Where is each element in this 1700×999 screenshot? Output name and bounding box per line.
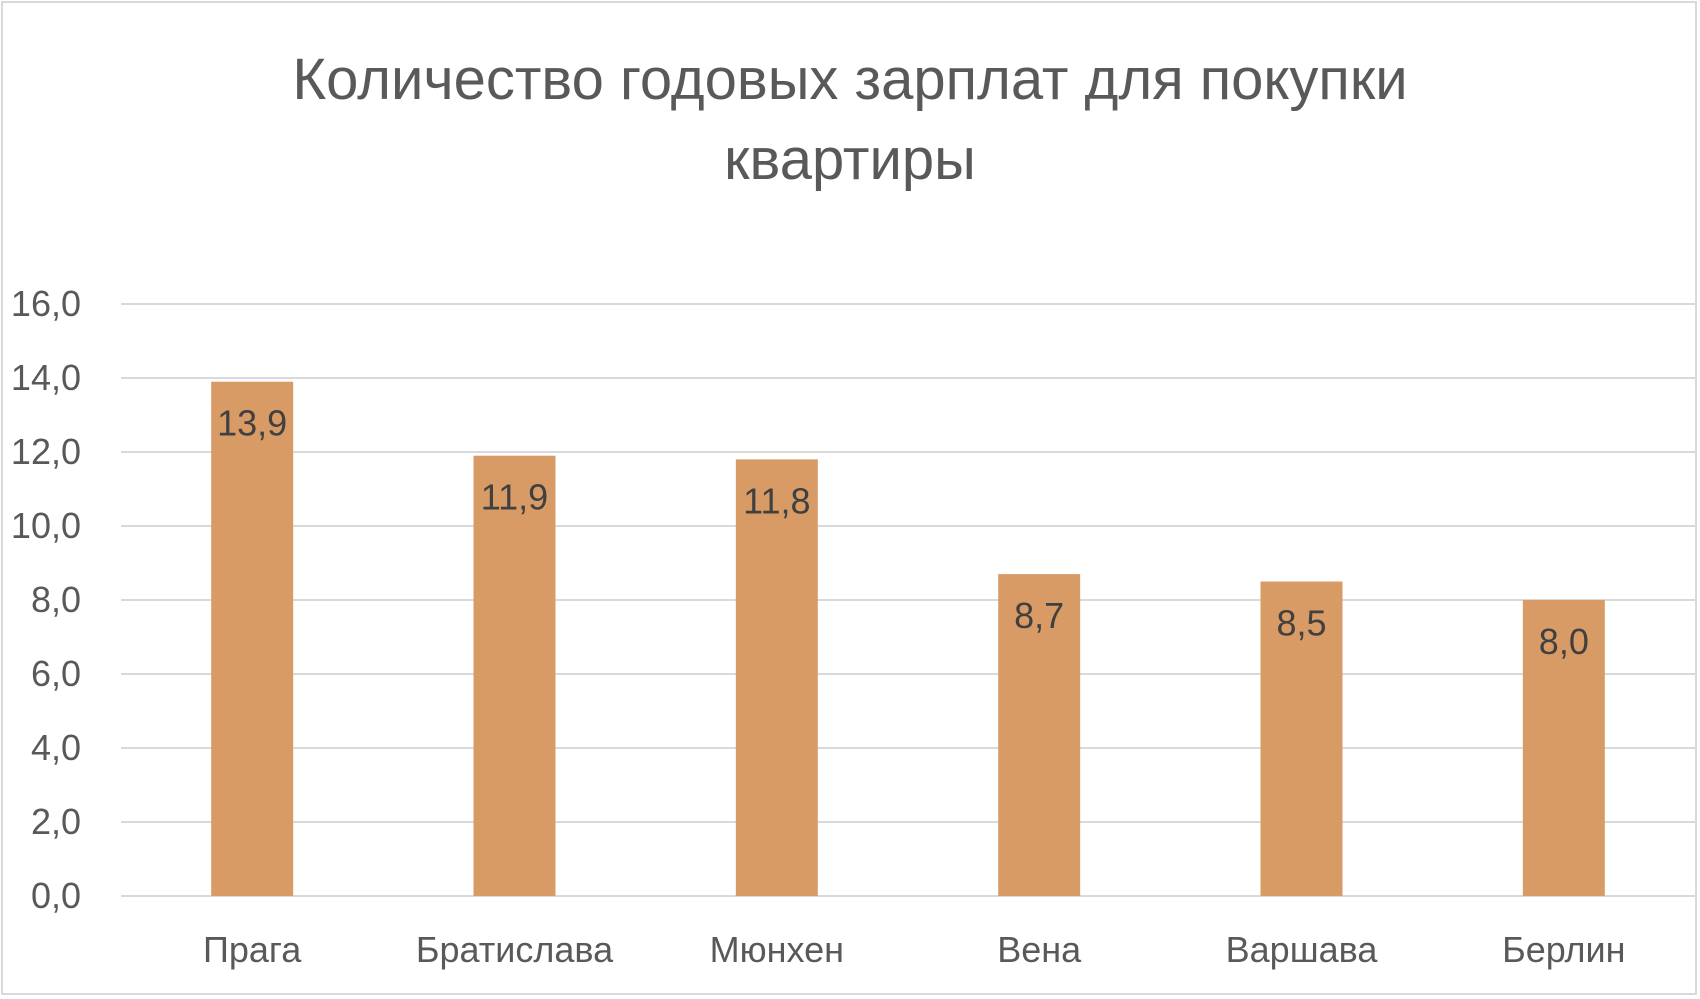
data-label: 8,5 bbox=[1276, 603, 1326, 644]
data-label: 8,7 bbox=[1014, 595, 1064, 636]
data-label: 13,9 bbox=[217, 403, 287, 444]
chart-title-line-1: Количество годовых зарплат для покупки bbox=[292, 47, 1408, 112]
x-axis-category-labels: Прага Братислава Мюнхен Вена Варшава Берлин bbox=[203, 929, 1626, 970]
bar bbox=[1522, 600, 1605, 896]
y-tick-label: 2,0 bbox=[31, 801, 81, 842]
y-tick-label: 12,0 bbox=[11, 431, 81, 472]
y-tick-label: 4,0 bbox=[31, 727, 81, 768]
bar bbox=[473, 455, 556, 896]
category-label: Вена bbox=[997, 929, 1082, 970]
y-tick-label: 6,0 bbox=[31, 653, 81, 694]
bar bbox=[211, 381, 294, 896]
data-label: 11,8 bbox=[743, 480, 810, 521]
chart-title-line-2: квартиры bbox=[724, 127, 976, 192]
category-label: Мюнхен bbox=[710, 929, 844, 970]
chart-title: Количество годовых зарплат для покупки к… bbox=[0, 40, 1700, 200]
y-tick-label: 16,0 bbox=[11, 283, 81, 324]
data-label: 11,9 bbox=[481, 477, 548, 518]
category-label: Варшава bbox=[1226, 929, 1379, 970]
bar bbox=[735, 459, 818, 896]
y-tick-label: 0,0 bbox=[31, 875, 81, 916]
bar bbox=[998, 574, 1081, 896]
data-labels: 13,9 11,9 11,8 8,7 8,5 8,0 bbox=[217, 403, 1589, 662]
bar bbox=[1260, 581, 1343, 896]
category-label: Прага bbox=[203, 929, 302, 970]
bars bbox=[211, 381, 1605, 896]
gridlines bbox=[121, 303, 1695, 897]
data-label: 8,0 bbox=[1539, 621, 1589, 662]
y-tick-label: 10,0 bbox=[11, 505, 81, 546]
y-tick-label: 14,0 bbox=[11, 357, 81, 398]
category-label: Братислава bbox=[416, 929, 614, 970]
y-axis-tick-labels: 0,0 2,0 4,0 6,0 8,0 10,0 12,0 14,0 16,0 bbox=[11, 283, 81, 916]
category-label: Берлин bbox=[1502, 929, 1625, 970]
y-tick-label: 8,0 bbox=[31, 579, 81, 620]
